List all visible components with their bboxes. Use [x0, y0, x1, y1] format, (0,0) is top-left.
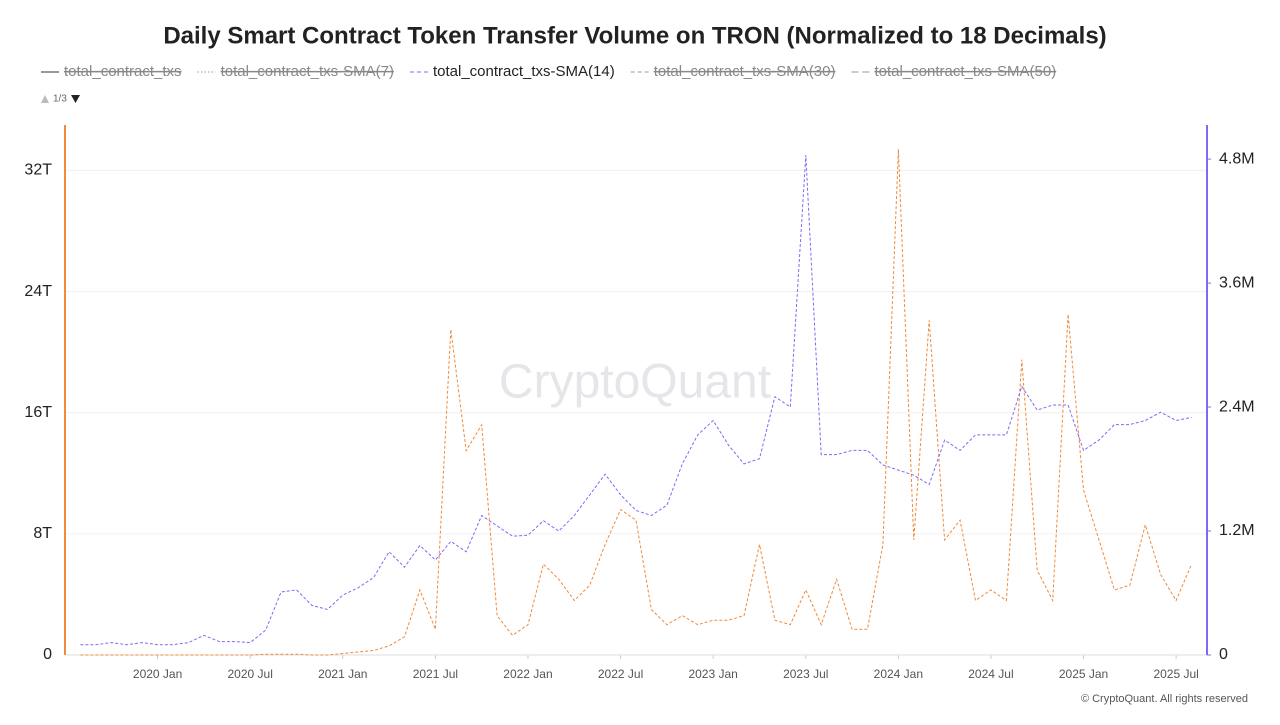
y-tick-label: 32T [24, 162, 52, 179]
x-tick-label: 2020 Jul [228, 667, 273, 681]
pager-label: 1/3 [53, 94, 67, 105]
legend-label[interactable]: total_contract_txs-SMA(7) [221, 63, 394, 80]
y-tick-label: 16T [24, 404, 52, 421]
y2-tick-label: 2.4M [1219, 398, 1255, 415]
legend-label[interactable]: total_contract_txs [64, 63, 182, 80]
y2-tick-label: 4.8M [1219, 150, 1255, 167]
copyright: © CryptoQuant. All rights reserved [1081, 693, 1248, 705]
y-tick-label: 0 [43, 646, 52, 663]
x-tick-label: 2021 Jul [413, 667, 458, 681]
y2-tick-label: 3.6M [1219, 274, 1255, 291]
legend-label[interactable]: total_contract_txs-SMA(50) [874, 63, 1056, 80]
y2-tick-label: 0 [1219, 646, 1228, 663]
x-tick-label: 2021 Jan [318, 667, 367, 681]
x-tick-label: 2023 Jan [688, 667, 737, 681]
pager-down[interactable] [71, 95, 80, 103]
y-tick-label: 24T [24, 283, 52, 300]
x-tick-label: 2020 Jan [133, 667, 182, 681]
x-tick-label: 2022 Jan [503, 667, 552, 681]
y2-tick-label: 1.2M [1219, 522, 1255, 539]
series-line [80, 149, 1193, 656]
watermark: CryptoQuant [499, 356, 771, 409]
chart-title: Daily Smart Contract Token Transfer Volu… [163, 22, 1106, 49]
x-tick-label: 2025 Jan [1059, 667, 1108, 681]
x-tick-label: 2023 Jul [783, 667, 828, 681]
y-tick-label: 8T [33, 525, 52, 542]
x-tick-label: 2025 Jul [1153, 667, 1198, 681]
x-tick-label: 2024 Jan [874, 667, 923, 681]
pager-up[interactable] [41, 95, 49, 103]
legend-label[interactable]: total_contract_txs-SMA(30) [654, 63, 836, 80]
x-tick-label: 2024 Jul [968, 667, 1013, 681]
legend-label[interactable]: total_contract_txs-SMA(14) [433, 63, 615, 80]
x-tick-label: 2022 Jul [598, 667, 643, 681]
